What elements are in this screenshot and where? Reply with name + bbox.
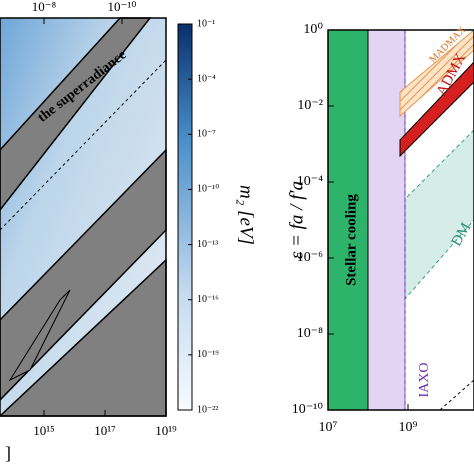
tick-label: 10⁻⁸: [297, 326, 323, 341]
left-frame: [0, 17, 167, 417]
tick-label: 10⁷: [319, 420, 338, 435]
dashed-line: [439, 379, 474, 411]
stellar-region: [327, 29, 369, 411]
colorbar-label: m₂ [eV]: [236, 185, 257, 245]
region-label: Stellar cooling: [343, 194, 359, 286]
tick-label: 10⁻¹⁹: [197, 349, 219, 360]
tick-label: 10⁻⁷: [197, 129, 216, 140]
tick-label: 10⁻¹³: [197, 239, 218, 250]
madmax-region: [399, 29, 474, 118]
tick-label: 10⁻¹⁶: [197, 294, 219, 305]
y-label: ε = fa / f′a: [286, 181, 307, 259]
admx-region: [399, 61, 474, 158]
tick-label: 10⁻⁴: [297, 174, 323, 189]
colorbar: [177, 23, 193, 411]
tick-label: 10⁻¹⁰: [197, 184, 219, 195]
gray-sliver: [8, 289, 71, 382]
tick-label: 10⁻⁶: [297, 250, 323, 265]
tick-label: 10⁻¹: [197, 18, 215, 29]
tick-label: 10⁰: [303, 22, 323, 37]
tick-label: 10⁻¹⁰: [292, 402, 324, 417]
tick-label: 10⁻¹⁰: [108, 0, 137, 14]
x-label: ]: [5, 443, 11, 463]
tick-label: 10¹⁷: [94, 423, 115, 438]
right-frame: [327, 29, 474, 411]
dashed-line: [0, 59, 167, 231]
tick-label: 10⁻²²: [197, 404, 218, 415]
tick-label: 10⁻⁴: [197, 73, 216, 84]
dm-region: [403, 129, 474, 302]
tick-label: 10⁻²: [297, 98, 323, 113]
tick-label: 10¹⁵: [33, 423, 54, 438]
iaxo-region: [367, 29, 406, 411]
tick-label: 10⁻⁸: [32, 0, 57, 14]
tick-label: 10¹⁹: [155, 423, 177, 438]
tick-label: 10⁹: [399, 420, 418, 435]
region-label: IAXO: [417, 363, 432, 398]
